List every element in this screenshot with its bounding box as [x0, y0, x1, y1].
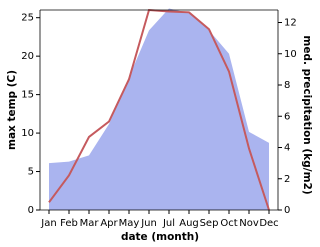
- x-tick-label: Oct: [220, 218, 237, 229]
- x-tick-label: Jan: [40, 218, 56, 229]
- precipitation-area: [49, 8, 269, 210]
- y2-tick-label: 0: [284, 205, 290, 216]
- x-tick-label: Sep: [200, 218, 219, 229]
- x-axis-label: date (month): [121, 231, 199, 243]
- y2-axis-label: med. precipitation (kg/m2): [301, 35, 313, 194]
- x-tick-label: Aug: [179, 218, 199, 229]
- x-tick-label: May: [119, 218, 140, 229]
- temp-line: [48, 8, 270, 211]
- y2-tick-label: 4: [284, 143, 290, 154]
- x-tick-label: Mar: [80, 218, 100, 229]
- y2-tick-label: 2: [284, 174, 290, 185]
- y2-tick-label: 8: [284, 80, 290, 91]
- x-tick-label: Jun: [140, 218, 157, 229]
- y2-tick-label: 6: [284, 111, 290, 122]
- x-tick-label: Jul: [162, 218, 175, 229]
- y-axis-label: max temp (C): [6, 70, 18, 150]
- y-tick-label: 5: [28, 167, 34, 178]
- y-tick-label: 15: [21, 90, 34, 101]
- x-tick-label: Dec: [259, 218, 278, 229]
- x-tick-label: Feb: [60, 218, 78, 229]
- y2-tick-label: 10: [284, 49, 297, 60]
- y-tick-label: 10: [21, 128, 34, 139]
- y2-tick-label: 12: [284, 18, 297, 29]
- x-tick-label: Apr: [100, 218, 118, 229]
- y-tick-label: 20: [21, 51, 34, 62]
- x-tick-label: Nov: [239, 218, 259, 229]
- y-tick-label: 0: [28, 205, 34, 216]
- y-tick-label: 25: [21, 13, 34, 24]
